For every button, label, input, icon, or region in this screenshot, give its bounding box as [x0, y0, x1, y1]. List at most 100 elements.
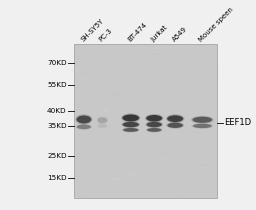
Bar: [94, 62, 103, 64]
Text: BT-474: BT-474: [126, 22, 148, 43]
Bar: [109, 128, 118, 129]
Ellipse shape: [166, 122, 184, 129]
Ellipse shape: [166, 114, 184, 123]
Text: EEF1D: EEF1D: [225, 118, 252, 127]
Bar: [160, 147, 162, 150]
Bar: [74, 116, 81, 118]
Ellipse shape: [193, 117, 212, 123]
Ellipse shape: [167, 115, 183, 122]
Bar: [85, 151, 91, 153]
Bar: [209, 122, 215, 125]
Bar: [210, 174, 212, 175]
Bar: [86, 119, 89, 120]
Text: 70KD: 70KD: [47, 60, 67, 66]
Bar: [158, 51, 162, 53]
Bar: [163, 149, 170, 151]
Text: Jurkat: Jurkat: [150, 24, 169, 43]
Bar: [151, 73, 160, 76]
Bar: [93, 84, 101, 86]
Bar: [127, 68, 135, 71]
Bar: [141, 176, 146, 178]
Bar: [174, 71, 182, 72]
Bar: [89, 116, 97, 118]
Bar: [82, 142, 87, 143]
Bar: [122, 85, 128, 86]
Bar: [187, 52, 190, 55]
Bar: [177, 192, 183, 195]
Bar: [207, 190, 216, 191]
Bar: [103, 48, 112, 51]
Bar: [150, 120, 152, 122]
Ellipse shape: [121, 113, 140, 122]
Bar: [124, 62, 128, 64]
Bar: [156, 162, 159, 164]
Bar: [74, 44, 217, 198]
Ellipse shape: [121, 121, 140, 128]
Bar: [143, 87, 148, 89]
Bar: [202, 71, 205, 72]
Text: Mouse speen: Mouse speen: [198, 6, 235, 43]
Bar: [99, 122, 105, 124]
Bar: [81, 161, 89, 163]
Bar: [158, 159, 167, 161]
Ellipse shape: [122, 114, 139, 121]
Bar: [174, 118, 182, 119]
Bar: [175, 67, 178, 69]
Bar: [82, 77, 88, 79]
Bar: [164, 153, 169, 156]
Bar: [86, 60, 94, 62]
Bar: [178, 110, 186, 113]
Text: 40KD: 40KD: [47, 108, 67, 114]
Bar: [136, 50, 143, 52]
Bar: [170, 97, 179, 98]
Bar: [207, 124, 209, 127]
Bar: [162, 55, 171, 58]
Bar: [109, 161, 112, 163]
Bar: [199, 188, 205, 190]
Ellipse shape: [123, 128, 138, 132]
Bar: [154, 152, 160, 155]
Bar: [131, 131, 138, 133]
Bar: [134, 118, 138, 120]
Bar: [169, 74, 174, 75]
Bar: [207, 122, 214, 124]
Bar: [75, 115, 83, 117]
Bar: [178, 187, 185, 190]
Bar: [77, 148, 82, 151]
Bar: [153, 140, 158, 142]
Bar: [88, 68, 91, 71]
Ellipse shape: [191, 116, 214, 124]
Bar: [189, 196, 196, 197]
Text: 15KD: 15KD: [47, 175, 67, 181]
Bar: [205, 114, 209, 115]
Bar: [212, 71, 219, 73]
Bar: [115, 160, 121, 161]
Bar: [210, 60, 213, 61]
Ellipse shape: [75, 114, 92, 125]
Bar: [153, 54, 162, 55]
Bar: [139, 128, 142, 131]
Ellipse shape: [193, 124, 212, 128]
Bar: [91, 180, 95, 182]
Bar: [112, 93, 119, 96]
Ellipse shape: [98, 124, 107, 128]
Text: A549: A549: [171, 26, 188, 43]
Bar: [167, 137, 170, 138]
Bar: [106, 94, 110, 97]
Text: 55KD: 55KD: [47, 82, 67, 88]
Bar: [213, 174, 218, 176]
Bar: [187, 123, 192, 124]
Bar: [78, 196, 83, 197]
Bar: [109, 179, 118, 180]
Bar: [71, 69, 80, 71]
Bar: [192, 177, 197, 179]
Ellipse shape: [146, 122, 162, 127]
Text: 25KD: 25KD: [47, 154, 67, 159]
Ellipse shape: [146, 115, 162, 121]
Ellipse shape: [145, 114, 163, 122]
Bar: [173, 134, 181, 135]
Bar: [127, 159, 132, 160]
Bar: [192, 79, 196, 81]
Bar: [214, 179, 216, 181]
Bar: [147, 101, 154, 104]
